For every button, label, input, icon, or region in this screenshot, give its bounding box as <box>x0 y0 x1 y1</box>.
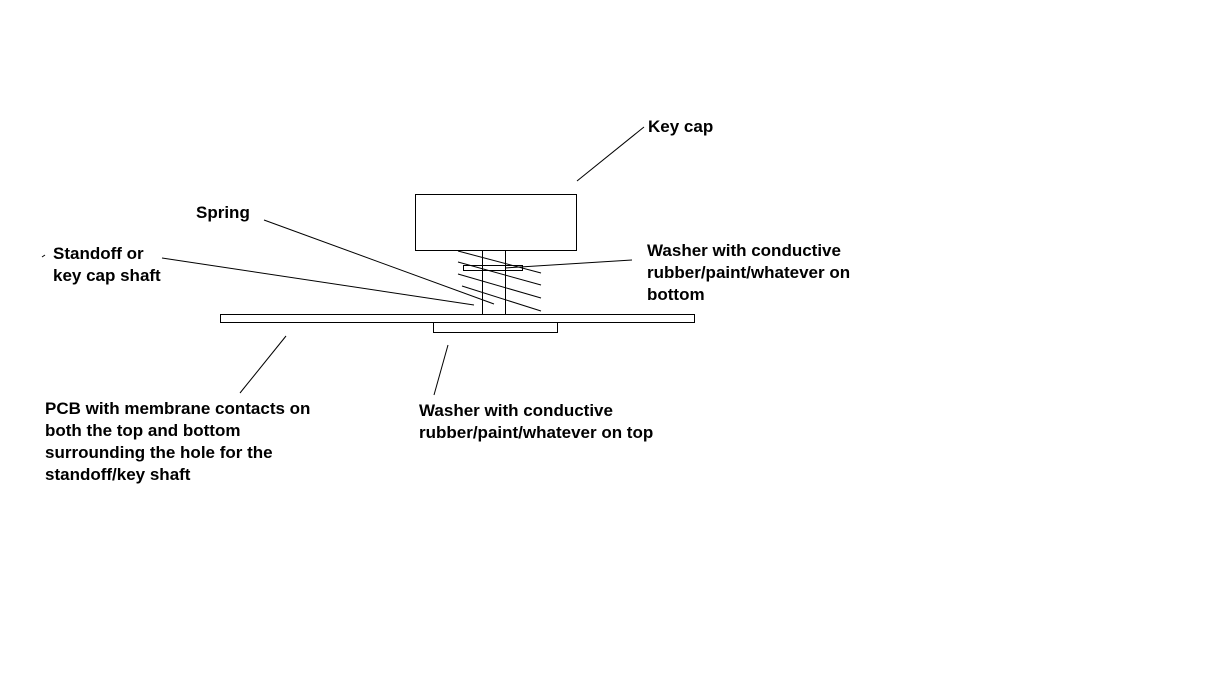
label-spring-text: Spring <box>196 203 250 222</box>
leader-key-cap <box>576 126 645 182</box>
label-washer-top-line-1: Washer with conductive <box>419 401 613 420</box>
leader-pcb <box>239 335 287 394</box>
label-key-cap-text: Key cap <box>648 117 714 136</box>
label-spring: Spring <box>196 202 250 224</box>
label-pcb-line-3: surrounding the hole for the <box>45 443 273 462</box>
label-standoff-line-1: Standoff or <box>53 244 144 263</box>
label-washer-bottom-line-1: Washer with conductive <box>647 241 841 260</box>
stray-mark <box>41 254 46 258</box>
spring-coils <box>457 250 542 312</box>
label-washer-top: Washer with conductive rubber/paint/what… <box>419 400 653 444</box>
leader-standoff <box>161 257 475 306</box>
label-key-cap: Key cap <box>648 116 713 138</box>
label-washer-bottom-line-3: bottom <box>647 285 705 304</box>
key-cap <box>415 194 577 251</box>
label-pcb-line-2: both the top and bottom <box>45 421 241 440</box>
pcb-board <box>220 314 695 323</box>
label-pcb-line-4: standoff/key shaft <box>45 465 191 484</box>
label-washer-top-line-2: rubber/paint/whatever on top <box>419 423 654 442</box>
label-pcb: PCB with membrane contacts on both the t… <box>45 398 310 486</box>
lower-washer <box>433 322 558 333</box>
label-standoff-line-2: key cap shaft <box>53 266 161 285</box>
label-washer-bottom: Washer with conductive rubber/paint/what… <box>647 240 850 306</box>
leader-washer-bottom <box>504 259 633 269</box>
label-standoff: Standoff or key cap shaft <box>53 243 161 287</box>
leader-spring <box>263 219 495 305</box>
label-washer-bottom-line-2: rubber/paint/whatever on <box>647 263 851 282</box>
label-pcb-line-1: PCB with membrane contacts on <box>45 399 311 418</box>
leader-washer-top <box>433 344 449 396</box>
